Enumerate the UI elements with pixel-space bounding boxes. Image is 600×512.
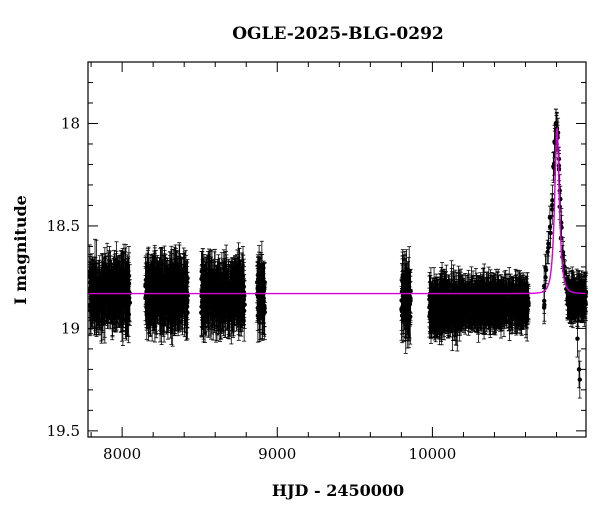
data-point: [405, 293, 411, 299]
data-point: [162, 278, 167, 284]
data-point: [256, 279, 262, 285]
data-point: [203, 287, 208, 292]
data-point: [173, 268, 178, 273]
data-point: [146, 270, 151, 275]
data-point: [209, 294, 215, 300]
data-point: [232, 283, 238, 288]
data-point: [199, 293, 204, 299]
data-point: [119, 297, 124, 303]
data-point: [205, 275, 210, 280]
data-point: [118, 287, 123, 293]
data-point: [169, 297, 174, 302]
data-point: [164, 289, 170, 294]
data-point: [400, 279, 405, 284]
data-points-layer: [87, 108, 589, 399]
data-point: [179, 301, 184, 306]
data-point: [185, 293, 190, 298]
data-point: [183, 296, 189, 302]
data-point: [214, 307, 220, 313]
data-point: [200, 301, 205, 307]
data-point: [205, 298, 211, 303]
data-point: [166, 293, 172, 298]
data-point: [214, 295, 219, 300]
data-point: [220, 292, 226, 297]
data-point: [230, 298, 235, 304]
data-point: [98, 301, 104, 307]
data-point: [123, 268, 129, 273]
data-point: [406, 304, 412, 310]
data-point: [400, 309, 405, 314]
chart-title: OGLE-2025-BLG-0292: [232, 24, 444, 44]
data-point: [102, 279, 107, 285]
data-point: [152, 296, 158, 301]
data-point: [168, 306, 173, 312]
data-point: [237, 285, 243, 290]
data-point: [148, 279, 154, 284]
data-point: [260, 310, 265, 315]
data-point: [226, 283, 231, 288]
data-point: [177, 297, 182, 302]
data-point: [94, 284, 99, 289]
data-point: [143, 277, 149, 283]
data-point: [117, 277, 122, 282]
data-point: [160, 302, 165, 307]
data-point: [169, 274, 175, 279]
data-point: [402, 285, 407, 291]
data-point: [120, 294, 126, 299]
data-point: [115, 282, 120, 288]
data-point: [152, 306, 157, 311]
data-point: [174, 293, 180, 298]
data-point: [204, 303, 209, 309]
data-point: [89, 283, 94, 288]
data-point: [126, 281, 132, 286]
data-point: [109, 277, 114, 282]
data-point: [181, 275, 187, 280]
data-point: [99, 273, 105, 279]
data-point: [227, 305, 232, 311]
data-point: [408, 298, 413, 304]
data-point: [110, 300, 115, 305]
data-point: [149, 312, 155, 318]
data-point: [241, 297, 247, 303]
data-point: [172, 302, 177, 307]
data-point: [223, 272, 229, 278]
data-point: [403, 326, 408, 331]
data-point: [215, 278, 220, 284]
